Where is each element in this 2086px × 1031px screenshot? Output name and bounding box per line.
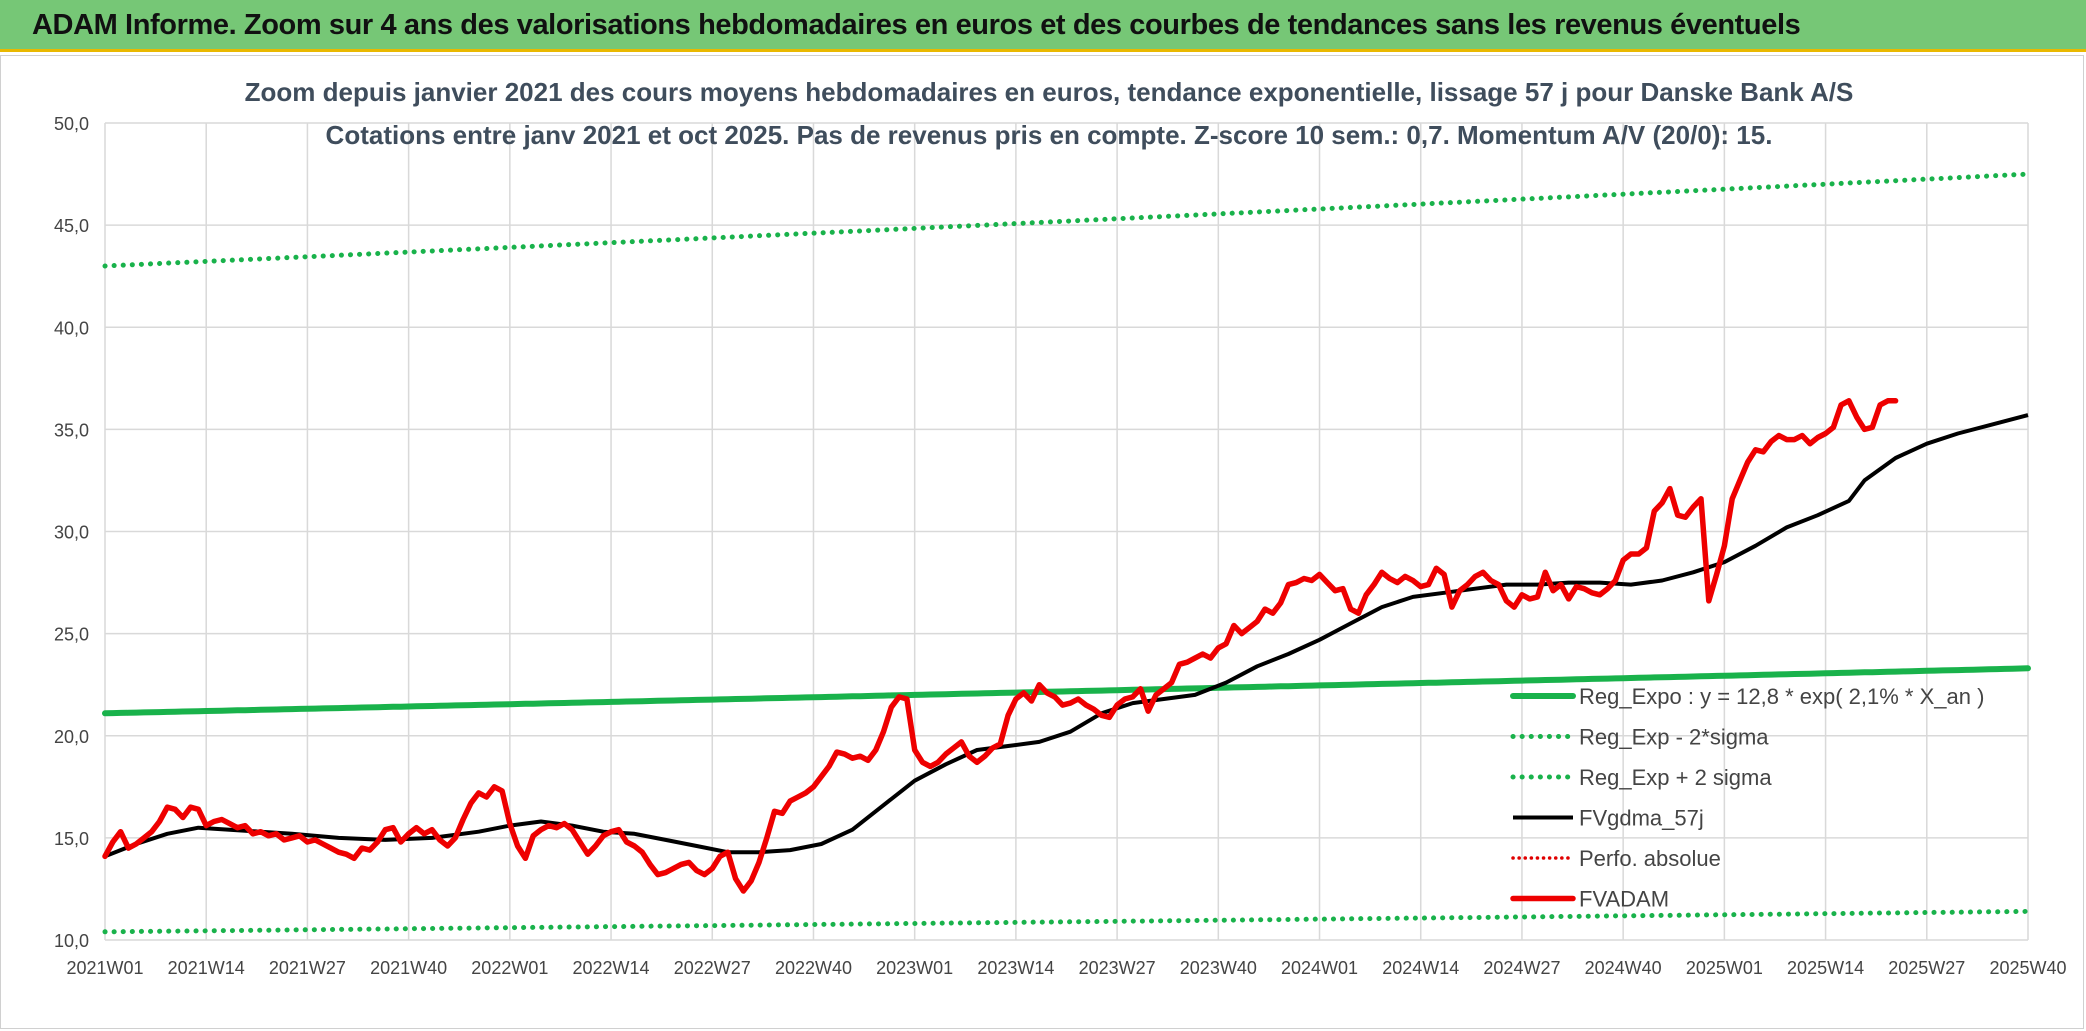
legend-label-fvadam: FVADAM <box>1579 887 1669 912</box>
y-tick-label: 50,0 <box>54 114 89 134</box>
series-reg-minus-line <box>102 908 2031 935</box>
x-tick-label: 2023W01 <box>876 958 953 978</box>
series-fvadam-line <box>102 398 1899 894</box>
x-tick-label: 2023W27 <box>1079 958 1156 978</box>
gridlines <box>104 122 2029 941</box>
x-tick-label: 2021W01 <box>66 958 143 978</box>
x-tick-label: 2022W27 <box>674 958 751 978</box>
y-tick-label: 15,0 <box>54 829 89 849</box>
x-tick-label: 2022W14 <box>573 958 650 978</box>
x-tick-label: 2024W40 <box>1585 958 1662 978</box>
line-chart: 10,0 15,0 20,0 25,0 30,0 35,0 40,0 45,0 50,0 2021… <box>54 77 2067 978</box>
legend-label-reg-expo: Reg_Expo : y = 12,8 * exp( 2,1% * X_an ) <box>1579 684 1984 709</box>
x-tick-label: 2025W40 <box>1989 958 2066 978</box>
x-tick-label: 2021W14 <box>168 958 245 978</box>
x-tick-label: 2025W27 <box>1888 958 1965 978</box>
x-tick-label: 2025W01 <box>1686 958 1763 978</box>
plot-series <box>102 171 2031 935</box>
x-tick-label: 2024W27 <box>1483 958 1560 978</box>
y-tick-label: 35,0 <box>54 420 89 440</box>
legend-label-reg-plus: Reg_Exp + 2 sigma <box>1579 765 1772 790</box>
y-tick-label: 10,0 <box>54 931 89 951</box>
chart-panel: 10,0 15,0 20,0 25,0 30,0 35,0 40,0 45,0 50,0 2021… <box>0 55 2084 1029</box>
y-tick-label: 40,0 <box>54 318 89 338</box>
legend-label-perfo: Perfo. absolue <box>1579 846 1721 871</box>
chart-legend: Reg_Expo : y = 12,8 * exp( 2,1% * X_an )… <box>1510 684 1984 912</box>
chart-title: Zoom depuis janvier 2021 des cours moyen… <box>245 77 1854 107</box>
x-tick-label: 2023W14 <box>977 958 1054 978</box>
x-tick-label: 2023W40 <box>1180 958 1257 978</box>
y-tick-label: 20,0 <box>54 727 89 747</box>
chart-subtitle: Cotations entre janv 2021 et oct 2025. P… <box>326 120 1773 150</box>
x-tick-label: 2022W40 <box>775 958 852 978</box>
x-tick-label: 2024W14 <box>1382 958 1459 978</box>
y-tick-label: 45,0 <box>54 216 89 236</box>
x-tick-label: 2024W01 <box>1281 958 1358 978</box>
y-tick-label: 30,0 <box>54 523 89 543</box>
report-banner: ADAM Informe. Zoom sur 4 ans des valoris… <box>0 0 2086 52</box>
legend-label-reg-minus: Reg_Exp - 2*sigma <box>1579 725 1769 750</box>
x-tick-label: 2021W27 <box>269 958 346 978</box>
axes: 10,0 15,0 20,0 25,0 30,0 35,0 40,0 45,0 50,0 2021… <box>54 114 2067 978</box>
legend-label-fvgdma: FVgdma_57j <box>1579 806 1704 831</box>
x-tick-label: 2025W14 <box>1787 958 1864 978</box>
x-tick-label: 2022W01 <box>471 958 548 978</box>
report-title: ADAM Informe. Zoom sur 4 ans des valoris… <box>32 9 1801 41</box>
y-tick-label: 25,0 <box>54 625 89 645</box>
x-tick-label: 2021W40 <box>370 958 447 978</box>
series-reg-expo-line <box>102 665 2031 717</box>
series-reg-plus-line <box>102 171 2031 269</box>
